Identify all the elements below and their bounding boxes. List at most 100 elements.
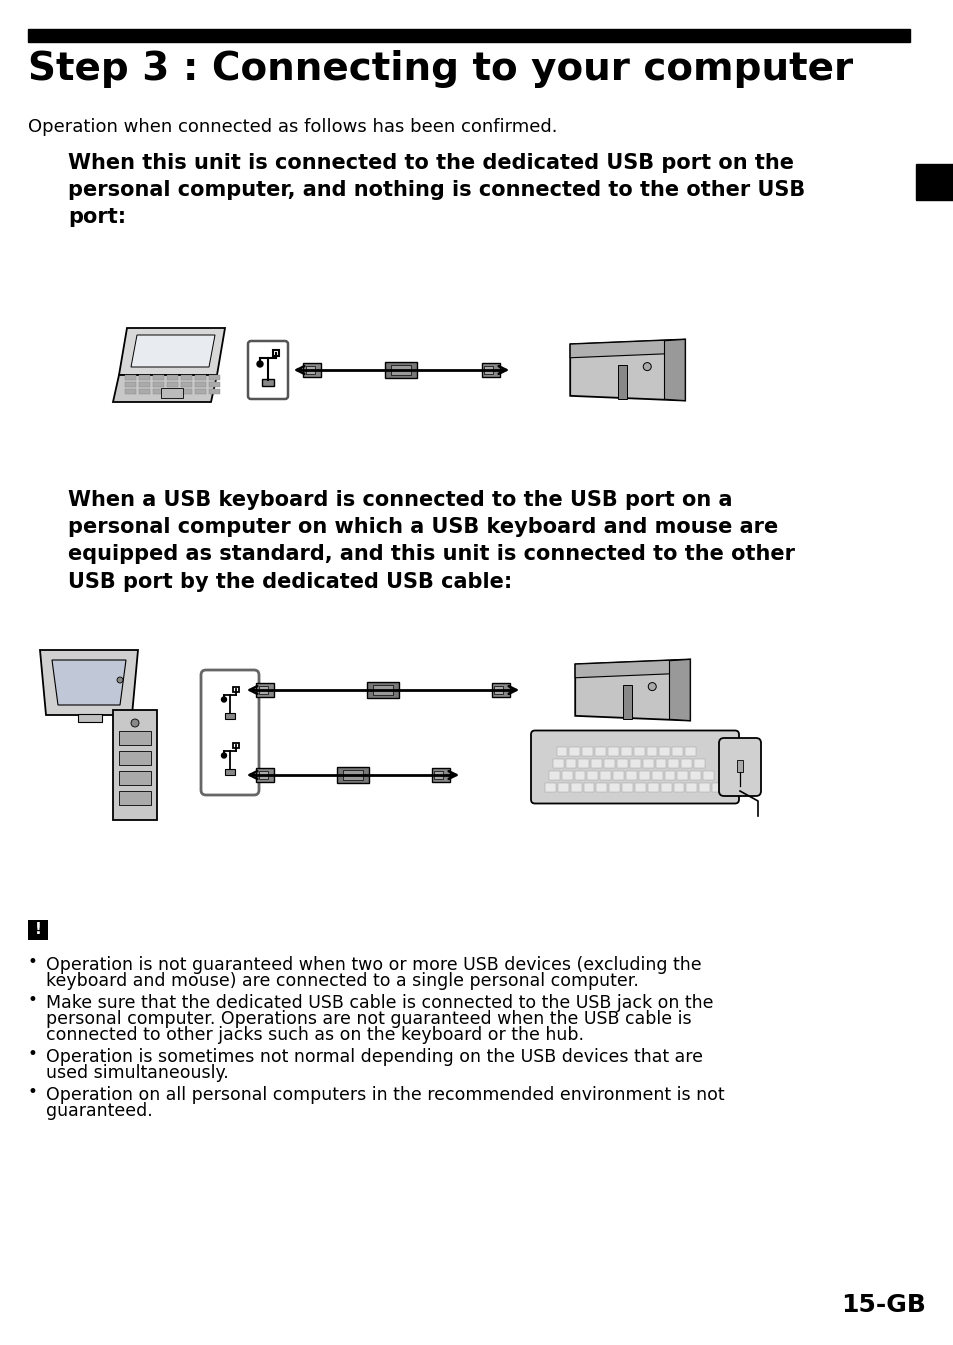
Polygon shape <box>40 650 138 716</box>
Bar <box>181 375 192 381</box>
Bar <box>233 686 239 691</box>
FancyBboxPatch shape <box>719 738 760 796</box>
Bar <box>167 382 178 387</box>
Bar <box>690 771 700 780</box>
Bar <box>225 713 234 718</box>
Bar <box>262 379 274 386</box>
Bar <box>660 783 671 791</box>
Text: Operation when connected as follows has been confirmed.: Operation when connected as follows has … <box>28 118 557 136</box>
Bar <box>125 375 136 381</box>
Bar <box>78 714 102 722</box>
Bar <box>119 730 151 745</box>
Bar <box>385 362 417 378</box>
Text: •: • <box>28 954 38 971</box>
Bar <box>125 389 136 394</box>
Bar <box>544 783 556 791</box>
Bar <box>583 783 594 791</box>
Bar <box>651 771 662 780</box>
Bar <box>618 364 626 398</box>
Bar <box>167 389 178 394</box>
Circle shape <box>648 683 656 690</box>
Bar <box>578 759 589 768</box>
Text: Make sure that the dedicated USB cable is connected to the USB jack on the: Make sure that the dedicated USB cable i… <box>46 994 713 1011</box>
Bar <box>561 771 572 780</box>
Bar <box>686 783 697 791</box>
Bar <box>125 382 136 387</box>
Bar <box>255 768 274 781</box>
Bar <box>565 759 576 768</box>
Bar <box>702 771 713 780</box>
Polygon shape <box>669 659 689 721</box>
Bar <box>672 746 682 756</box>
Text: connected to other jacks such as on the keyboard or the hub.: connected to other jacks such as on the … <box>46 1026 583 1044</box>
Bar <box>152 375 164 381</box>
Bar <box>664 771 675 780</box>
Bar <box>119 751 151 765</box>
Bar <box>139 375 150 381</box>
Bar <box>303 363 320 377</box>
Bar <box>255 683 274 697</box>
Text: keyboard and mouse) are connected to a single personal computer.: keyboard and mouse) are connected to a s… <box>46 972 639 990</box>
Polygon shape <box>575 659 689 721</box>
Bar <box>181 389 192 394</box>
Text: When a USB keyboard is connected to the USB port on a
personal computer on which: When a USB keyboard is connected to the … <box>68 490 794 592</box>
Circle shape <box>642 363 651 371</box>
FancyBboxPatch shape <box>201 670 258 795</box>
Text: !: ! <box>34 923 41 937</box>
Bar <box>258 771 268 779</box>
Bar <box>273 350 278 356</box>
Bar <box>642 759 653 768</box>
Text: When this unit is connected to the dedicated USB port on the
personal computer, : When this unit is connected to the dedic… <box>68 153 804 227</box>
Text: Operation is not guaranteed when two or more USB devices (excluding the: Operation is not guaranteed when two or … <box>46 956 700 974</box>
Bar <box>336 767 369 783</box>
Bar <box>623 685 631 718</box>
Bar <box>595 746 605 756</box>
Bar <box>599 771 611 780</box>
Text: 15-GB: 15-GB <box>841 1293 925 1317</box>
Bar <box>194 389 206 394</box>
Bar <box>152 389 164 394</box>
Bar <box>225 768 234 775</box>
Circle shape <box>131 720 139 728</box>
Bar <box>570 783 581 791</box>
Bar <box>668 759 679 768</box>
Bar <box>684 746 696 756</box>
Bar <box>343 769 363 780</box>
Circle shape <box>221 697 226 702</box>
Bar <box>119 791 151 806</box>
Bar <box>139 389 150 394</box>
Text: Operation on all personal computers in the recommended environment is not: Operation on all personal computers in t… <box>46 1085 724 1104</box>
Circle shape <box>117 677 123 683</box>
Bar <box>609 783 619 791</box>
Bar <box>646 746 657 756</box>
Bar <box>659 746 670 756</box>
Bar <box>633 746 644 756</box>
Bar <box>699 783 709 791</box>
Bar <box>694 759 704 768</box>
Bar <box>625 771 637 780</box>
Bar <box>181 382 192 387</box>
Bar <box>167 375 178 381</box>
Bar <box>613 771 623 780</box>
Text: used simultaneously.: used simultaneously. <box>46 1064 229 1081</box>
Bar <box>434 771 442 779</box>
Bar <box>737 760 742 772</box>
Circle shape <box>221 753 226 759</box>
Text: Step 3 : Connecting to your computer: Step 3 : Connecting to your computer <box>28 50 852 87</box>
Bar <box>655 759 666 768</box>
Polygon shape <box>664 339 684 401</box>
Bar <box>373 685 393 695</box>
Bar <box>209 375 220 381</box>
Bar <box>574 771 585 780</box>
Text: guaranteed.: guaranteed. <box>46 1102 152 1120</box>
Bar <box>494 686 502 694</box>
Bar <box>711 783 722 791</box>
Bar <box>119 771 151 785</box>
Bar <box>680 759 692 768</box>
Bar <box>194 382 206 387</box>
Bar <box>139 382 150 387</box>
Bar <box>673 783 683 791</box>
Polygon shape <box>575 659 689 678</box>
Text: •: • <box>28 991 38 1009</box>
Polygon shape <box>52 660 126 705</box>
